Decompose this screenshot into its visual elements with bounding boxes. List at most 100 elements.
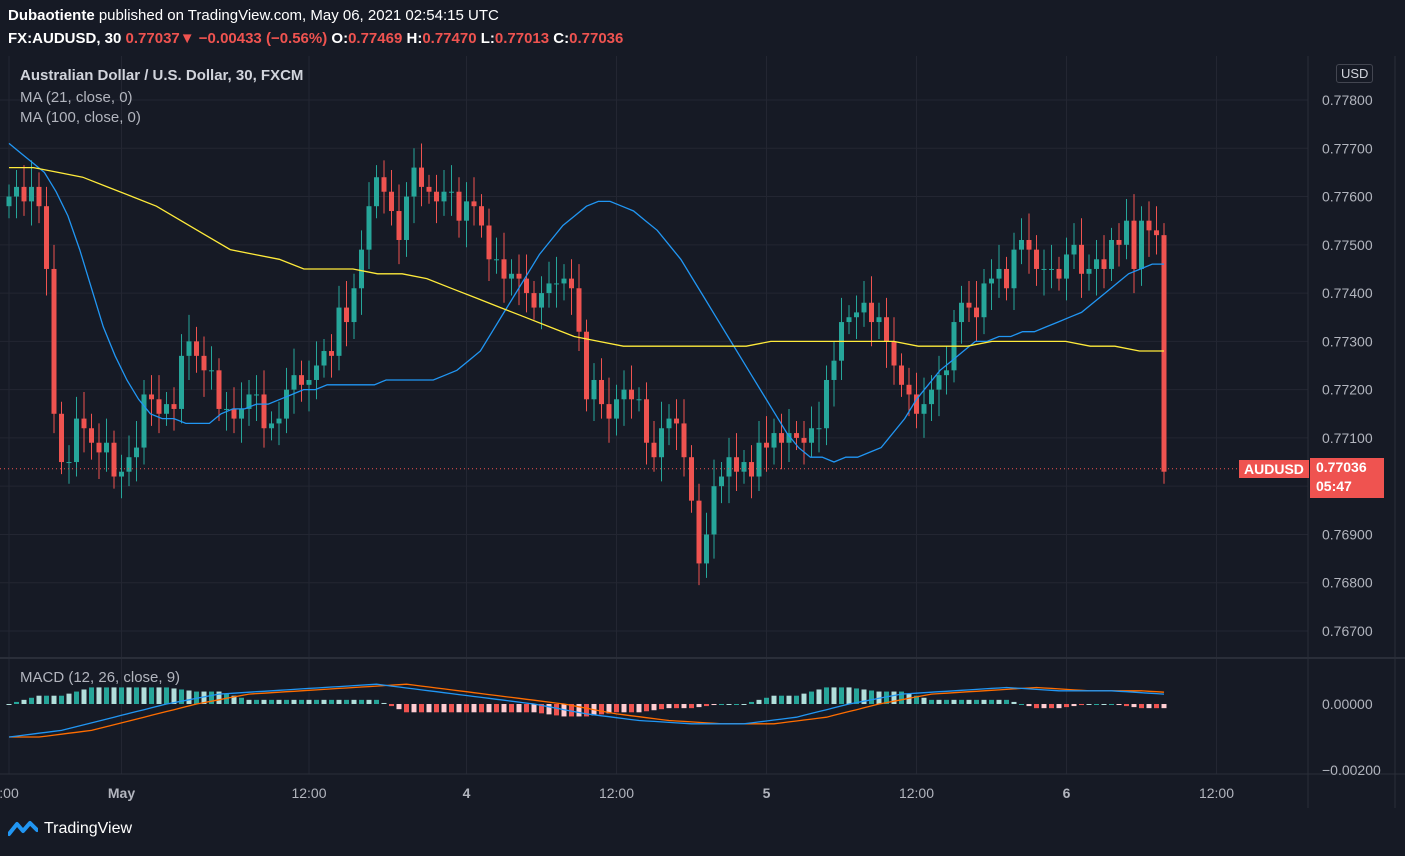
candle-body <box>531 293 537 308</box>
macd-histogram-bar <box>201 691 207 704</box>
macd-histogram-bar <box>456 704 462 713</box>
macd-histogram-bar <box>209 691 214 704</box>
macd-histogram-bar <box>681 704 687 709</box>
candle-body <box>959 302 964 323</box>
macd-histogram-bar <box>741 704 747 705</box>
candle-body <box>321 351 327 366</box>
macd-histogram-bar <box>1004 699 1009 704</box>
publish-line: Dubaotiente published on TradingView.com… <box>8 7 499 24</box>
candle-body <box>974 307 979 318</box>
currency-button[interactable]: USD <box>1336 64 1374 83</box>
macd-histogram-bar <box>389 704 394 707</box>
candle-body <box>389 191 394 212</box>
price-chart[interactable]: 0.77800 0.77700 0.77600 0.77500 0.77400 0.773… <box>0 56 1405 808</box>
candle-body <box>126 457 132 472</box>
macd-histogram-bar <box>966 699 972 704</box>
macd-histogram-bar <box>809 691 814 704</box>
candle-body <box>824 379 829 429</box>
candle-body <box>269 423 274 429</box>
candle-body <box>651 442 657 458</box>
candle-body <box>711 486 717 535</box>
macd-histogram-bar <box>914 695 919 704</box>
macd-histogram-bar <box>539 704 544 714</box>
ma100-legend: MA (100, close, 0) <box>20 109 141 126</box>
candle-body <box>74 418 79 463</box>
candle-body <box>891 341 897 366</box>
macd-histogram-bar <box>516 704 522 713</box>
macd-histogram-bar <box>1034 704 1039 709</box>
candle-body <box>1041 268 1047 270</box>
macd-histogram-bar <box>284 699 289 704</box>
macd-histogram-bar <box>1019 704 1024 705</box>
macd-histogram-bar <box>524 704 529 713</box>
macd-histogram-bar <box>846 687 852 704</box>
macd-histogram-bar <box>426 704 432 713</box>
candle-body <box>509 273 514 279</box>
candle-body <box>284 389 289 419</box>
candle-body <box>996 268 1002 279</box>
macd-histogram-bar <box>186 690 192 704</box>
macd-histogram-bar <box>854 688 859 704</box>
candle-body <box>1146 220 1152 231</box>
candle-body <box>291 375 297 390</box>
macd-histogram-bar <box>666 704 672 709</box>
candle-body <box>1049 268 1054 270</box>
current-price: 0.77036 <box>1316 459 1367 475</box>
macd-histogram-bar <box>1124 704 1129 707</box>
macd-histogram-bar <box>269 699 274 704</box>
price-tick-label: 0.77300 <box>1322 333 1373 349</box>
macd-histogram-bar <box>74 691 79 704</box>
macd-histogram-bar <box>1146 704 1152 709</box>
candle-body <box>314 365 319 380</box>
tradingview-footer[interactable]: TradingView <box>8 820 132 838</box>
macd-histogram-bar <box>479 704 484 713</box>
macd-histogram-bar <box>6 704 12 705</box>
macd-histogram-bar <box>96 687 102 704</box>
time-tick-label: 12:00 <box>1199 785 1234 801</box>
price-tick-label: 0.77700 <box>1322 140 1373 156</box>
tradingview-logo-icon <box>8 821 38 836</box>
candle-body <box>366 206 372 250</box>
candle-body <box>944 370 949 376</box>
candle-body <box>636 399 642 401</box>
macd-histogram-bar <box>1161 704 1167 709</box>
macd-histogram-bar <box>21 699 27 704</box>
high-value: 0.77470 <box>422 30 477 47</box>
macd-histogram-bar <box>171 688 177 704</box>
macd-histogram-bar <box>651 704 657 711</box>
candle-body <box>149 394 154 400</box>
candle-body <box>194 341 199 356</box>
time-tick-label: 5 <box>763 785 771 801</box>
price-tick-label: 0.76900 <box>1322 526 1373 542</box>
candle-body <box>1064 254 1069 279</box>
close-value: 0.77036 <box>569 30 624 47</box>
macd-histogram-bar <box>149 687 154 704</box>
macd-histogram-bar <box>239 697 244 704</box>
macd-tick-label: 0.00000 <box>1322 696 1373 712</box>
candle-body <box>779 433 784 443</box>
macd-histogram-bar <box>884 691 889 704</box>
candle-body <box>561 278 567 284</box>
candle-body <box>726 457 732 477</box>
macd-legend: MACD (12, 26, close, 9) <box>20 669 181 686</box>
candle-body <box>576 288 582 332</box>
price-tick-label: 0.77800 <box>1322 92 1373 108</box>
candle-body <box>344 307 349 323</box>
down-arrow-icon: ▼ <box>179 30 195 47</box>
macd-histogram-bar <box>231 695 237 704</box>
macd-histogram-bar <box>1049 704 1054 709</box>
candle-body <box>359 249 364 289</box>
macd-histogram-bar <box>996 699 1002 704</box>
candle-body <box>1086 268 1092 274</box>
macd-histogram-bar <box>1116 704 1122 706</box>
macd-histogram-bar <box>636 704 642 713</box>
macd-histogram-bar <box>1041 704 1047 709</box>
candle-body <box>494 259 499 261</box>
candle-body <box>351 288 357 323</box>
macd-histogram-bar <box>374 699 379 704</box>
macd-histogram-bar <box>989 699 994 704</box>
candle-body <box>869 302 874 323</box>
macd-histogram-bar <box>614 704 619 713</box>
candle-body <box>66 462 72 464</box>
candle-body <box>704 534 709 564</box>
